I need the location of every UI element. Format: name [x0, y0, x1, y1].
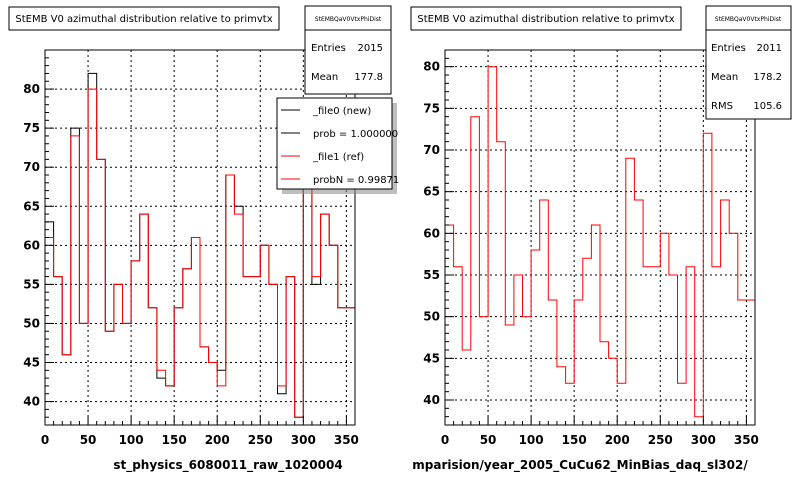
- right-stats-entries-label: Entries: [711, 43, 746, 54]
- left-x-tick-label-100: 100: [119, 433, 144, 447]
- right-y-tick-label-80: 80: [423, 60, 440, 74]
- right-stats-rms-value: 105.6: [753, 101, 782, 112]
- legend-entry-prob: prob = 1.000000: [313, 129, 398, 140]
- left-x-tick-label-0: 0: [41, 433, 49, 447]
- right-x-tick-label-200: 200: [605, 433, 630, 447]
- right-x-tick-label-300: 300: [691, 433, 716, 447]
- right-x-tick-label-350: 350: [734, 433, 759, 447]
- right-histogram-panel: 0 50 100 150 200 250 300 350404550556065707580 …: [410, 5, 792, 473]
- left-series-1-step-line: [45, 88, 355, 418]
- left-histogram-lines: [45, 72, 355, 418]
- left-histogram-panel: 0 50 100 150 200 250 300 350404550556065707580 …: [8, 5, 399, 473]
- right-axes: 0 50 100 150 200 250 300 350 40 45 50 55 60 65 70 75 80: [423, 49, 759, 447]
- right-y-tick-label-40: 40: [423, 393, 440, 407]
- right-y-tick-label-60: 60: [423, 226, 440, 240]
- left-y-tick-label-40: 40: [23, 395, 40, 409]
- left-axes: 0 50 100 150 200 250 300 350 40 45 50 55 60 65 70 75 80: [23, 57, 359, 447]
- left-stats-entries-label: Entries: [311, 43, 346, 54]
- right-stats-mean-value: 178.2: [753, 72, 782, 83]
- right-x-tick-label-150: 150: [562, 433, 587, 447]
- right-x-tick-label-0: 0: [441, 433, 449, 447]
- left-y-tick-label-60: 60: [23, 238, 40, 252]
- left-y-tick-label-65: 65: [23, 199, 40, 213]
- right-x-caption: mparision/year_2005_CuCu62_MinBias_daq_s…: [412, 458, 748, 473]
- left-x-tick-label-300: 300: [291, 433, 316, 447]
- right-stats-mean-label: Mean: [711, 72, 738, 83]
- right-stats-rms-label: RMS: [711, 101, 733, 112]
- left-stats-entries-value: 2015: [358, 43, 383, 54]
- right-series-0-step-line: [445, 66, 755, 418]
- right-stats-name: StEMBQaV0VtxPhiDist: [715, 16, 782, 23]
- left-stats-mean-label: Mean: [311, 72, 338, 83]
- left-title-box: StEMB V0 azimuthal distribution relative…: [8, 6, 280, 31]
- left-x-tick-label-250: 250: [248, 433, 273, 447]
- right-y-tick-label-55: 55: [423, 268, 440, 282]
- left-y-tick-label-70: 70: [23, 160, 40, 174]
- left-stats-name: StEMBQaV0VtxPhiDist: [315, 16, 382, 23]
- left-x-tick-label-50: 50: [80, 433, 97, 447]
- legend-entry-probN: probN = 0.99871: [313, 175, 399, 186]
- left-y-tick-label-55: 55: [23, 277, 40, 291]
- left-x-tick-label-350: 350: [334, 433, 359, 447]
- left-title: StEMB V0 azimuthal distribution relative…: [15, 14, 272, 25]
- right-y-tick-label-70: 70: [423, 143, 440, 157]
- legend-entry-file1: _file1 (ref): [312, 152, 364, 163]
- right-x-tick-label-100: 100: [519, 433, 544, 447]
- right-histogram-lines: [445, 66, 755, 418]
- left-stats-box: StEMBQaV0VtxPhiDist Entries 2015 Mean 17…: [304, 5, 392, 95]
- left-x-caption: st_physics_6080011_raw_1020004: [113, 458, 342, 473]
- right-y-tick-label-45: 45: [423, 351, 440, 365]
- right-x-tick-label-250: 250: [648, 433, 673, 447]
- left-x-tick-label-200: 200: [205, 433, 230, 447]
- left-legend: _file0 (new) prob = 1.000000 _file1 (ref…: [276, 97, 399, 194]
- right-y-tick-label-75: 75: [423, 101, 440, 115]
- left-y-tick-label-75: 75: [23, 121, 40, 135]
- right-y-tick-label-50: 50: [423, 310, 440, 324]
- right-title: StEMB V0 azimuthal distribution relative…: [417, 14, 674, 25]
- right-x-tick-label-50: 50: [480, 433, 497, 447]
- left-y-tick-label-45: 45: [23, 356, 40, 370]
- left-stats-mean-value: 177.8: [354, 72, 383, 83]
- left-y-tick-label-50: 50: [23, 316, 40, 330]
- right-title-box: StEMB V0 azimuthal distribution relative…: [410, 6, 682, 31]
- right-stats-box: StEMBQaV0VtxPhiDist Entries 2011 Mean 17…: [705, 5, 792, 120]
- left-y-tick-label-80: 80: [23, 82, 40, 96]
- left-x-tick-label-150: 150: [162, 433, 187, 447]
- right-stats-entries-value: 2011: [757, 43, 782, 54]
- right-y-tick-label-65: 65: [423, 185, 440, 199]
- legend-entry-file0: _file0 (new): [312, 106, 371, 117]
